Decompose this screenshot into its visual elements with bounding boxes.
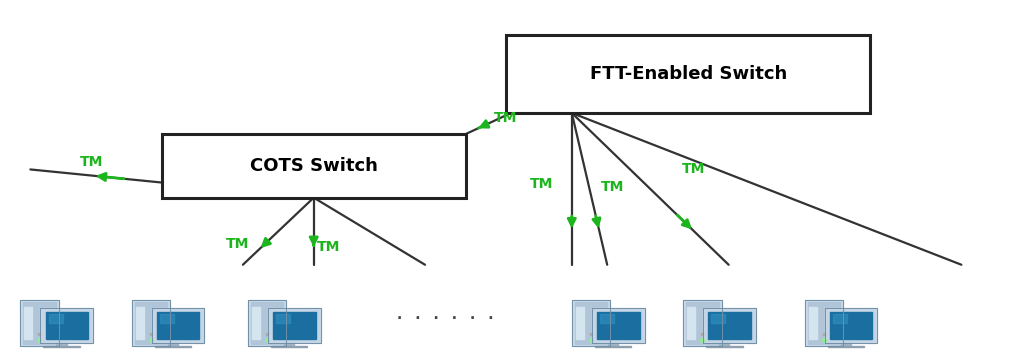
- Polygon shape: [152, 308, 204, 343]
- Polygon shape: [271, 346, 307, 347]
- Polygon shape: [591, 308, 644, 343]
- Polygon shape: [168, 343, 178, 346]
- Text: COTS Switch: COTS Switch: [250, 157, 377, 175]
- Polygon shape: [708, 312, 750, 339]
- Polygon shape: [685, 302, 718, 344]
- Polygon shape: [706, 346, 742, 347]
- Polygon shape: [824, 308, 877, 343]
- Polygon shape: [574, 302, 607, 344]
- Polygon shape: [686, 307, 695, 339]
- Polygon shape: [596, 312, 639, 339]
- Polygon shape: [284, 343, 294, 346]
- Polygon shape: [160, 314, 174, 323]
- Polygon shape: [273, 312, 315, 339]
- Polygon shape: [24, 307, 32, 339]
- Polygon shape: [711, 314, 725, 323]
- Polygon shape: [807, 302, 839, 344]
- Polygon shape: [571, 300, 610, 346]
- Polygon shape: [832, 314, 846, 323]
- Polygon shape: [268, 308, 320, 343]
- Polygon shape: [157, 312, 199, 339]
- Text: TM: TM: [225, 237, 250, 251]
- Polygon shape: [43, 346, 80, 347]
- Polygon shape: [20, 300, 59, 346]
- Polygon shape: [23, 302, 56, 344]
- Polygon shape: [45, 312, 88, 339]
- Polygon shape: [49, 314, 63, 323]
- Text: TM: TM: [493, 111, 518, 125]
- Polygon shape: [808, 307, 816, 339]
- Polygon shape: [600, 314, 614, 323]
- FancyBboxPatch shape: [162, 134, 465, 198]
- Polygon shape: [134, 302, 167, 344]
- Polygon shape: [155, 346, 191, 347]
- Polygon shape: [703, 308, 755, 343]
- Polygon shape: [276, 314, 290, 323]
- Polygon shape: [131, 300, 170, 346]
- Polygon shape: [251, 302, 283, 344]
- Text: FTT-Enabled Switch: FTT-Enabled Switch: [589, 65, 786, 83]
- Polygon shape: [827, 346, 863, 347]
- FancyBboxPatch shape: [506, 35, 869, 113]
- Polygon shape: [719, 343, 729, 346]
- Polygon shape: [575, 307, 583, 339]
- Polygon shape: [57, 343, 67, 346]
- Polygon shape: [829, 312, 871, 339]
- Polygon shape: [804, 300, 842, 346]
- Text: TM: TM: [600, 180, 624, 194]
- Text: TM: TM: [680, 162, 705, 176]
- Text: TM: TM: [316, 240, 341, 254]
- Polygon shape: [608, 343, 618, 346]
- Polygon shape: [248, 300, 286, 346]
- Polygon shape: [252, 307, 260, 339]
- Polygon shape: [840, 343, 850, 346]
- Text: TM: TM: [529, 176, 553, 191]
- Text: . . . . . .: . . . . . .: [394, 307, 495, 322]
- Polygon shape: [594, 346, 631, 347]
- Polygon shape: [40, 308, 93, 343]
- Text: TM: TM: [79, 155, 103, 169]
- Polygon shape: [135, 307, 144, 339]
- Polygon shape: [682, 300, 721, 346]
